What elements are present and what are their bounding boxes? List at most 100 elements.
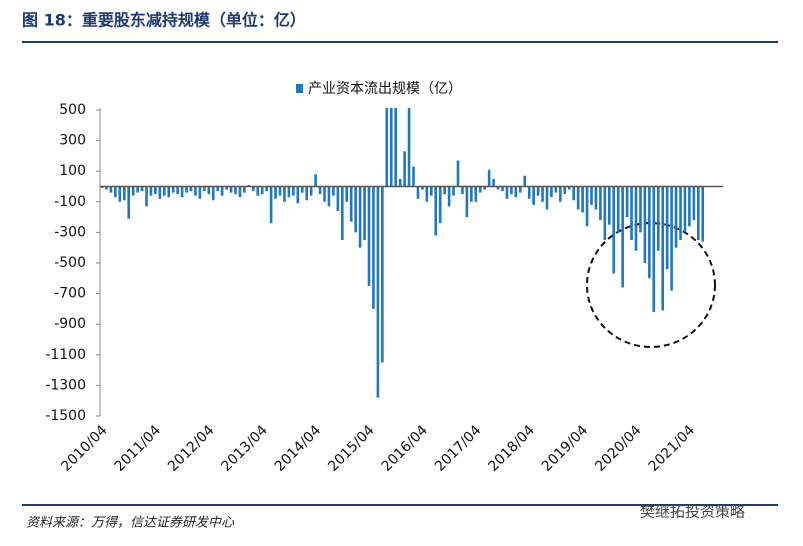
chart-title: 图 18：重要股东减持规模（单位：亿） — [22, 11, 306, 30]
bar — [100, 186, 104, 189]
bar — [701, 186, 705, 242]
bar — [198, 186, 202, 199]
bar — [363, 186, 366, 241]
legend-swatch — [296, 84, 303, 93]
bar — [220, 186, 224, 196]
y-tick-label: -900 — [54, 316, 86, 332]
bar — [211, 186, 215, 201]
x-tick-label: 2018/04 — [485, 422, 538, 475]
bar — [643, 186, 647, 263]
y-tick-label: -700 — [54, 286, 86, 302]
x-tick-label: 2017/04 — [432, 422, 485, 475]
bar — [118, 186, 122, 202]
y-tick-label: -300 — [54, 224, 86, 240]
bar — [447, 186, 451, 207]
bar — [109, 186, 113, 193]
bar — [171, 186, 175, 193]
bar — [430, 186, 433, 196]
x-tick-label: 2021/04 — [646, 422, 699, 475]
bar — [474, 186, 478, 202]
bar — [403, 151, 406, 187]
bar — [194, 186, 197, 196]
bar — [461, 186, 464, 195]
bar — [523, 175, 527, 187]
bar — [563, 186, 567, 195]
bar — [630, 186, 633, 241]
bar — [314, 174, 317, 187]
bar — [274, 186, 277, 199]
bar — [616, 186, 620, 233]
y-tick-label: -100 — [54, 194, 86, 210]
bar — [665, 186, 669, 270]
bars — [100, 108, 705, 398]
y-tick-label: 300 — [59, 133, 86, 149]
bar — [648, 186, 651, 279]
bar — [394, 108, 397, 187]
bar — [634, 186, 638, 251]
bar — [389, 108, 393, 187]
bar — [683, 186, 687, 233]
bar — [505, 186, 509, 199]
highlight-circle — [586, 222, 716, 348]
bar — [412, 166, 415, 187]
bar — [167, 186, 171, 198]
bar — [550, 186, 553, 198]
bar — [296, 186, 300, 204]
bar — [292, 186, 295, 196]
bar — [207, 186, 211, 195]
bar — [336, 186, 340, 211]
bar — [354, 186, 357, 233]
bar — [603, 186, 607, 241]
bar — [679, 186, 682, 241]
bar — [385, 108, 389, 187]
bar — [260, 186, 264, 195]
bar — [398, 178, 402, 187]
bar — [501, 186, 504, 192]
bar — [309, 186, 313, 196]
bar — [452, 186, 455, 196]
bar — [536, 186, 540, 196]
bar — [376, 186, 380, 398]
y-tick-label: 100 — [59, 163, 86, 179]
bar — [318, 186, 322, 195]
bar — [532, 186, 535, 205]
x-tick-label: 2019/04 — [539, 422, 592, 475]
watermark: 樊继拓投资策略 — [640, 503, 745, 521]
y-tick-label: -500 — [54, 255, 86, 271]
bar — [456, 160, 460, 187]
bar — [572, 186, 575, 201]
bar — [145, 186, 148, 207]
x-tick-label: 2010/04 — [58, 422, 111, 475]
bar — [438, 186, 442, 224]
bar — [225, 186, 228, 190]
bar — [697, 186, 700, 241]
bar — [465, 186, 469, 218]
bar — [470, 186, 473, 202]
bar — [519, 186, 522, 193]
bar — [149, 186, 153, 196]
bar — [256, 186, 260, 196]
bar — [265, 186, 268, 192]
bar — [594, 186, 598, 210]
bar — [269, 186, 273, 224]
bar — [425, 186, 429, 202]
x-tick-label: 2016/04 — [379, 422, 432, 475]
bar — [283, 186, 286, 202]
bar — [621, 186, 624, 288]
bar — [599, 186, 602, 221]
bar — [122, 186, 126, 201]
bar — [608, 186, 611, 225]
bar — [372, 186, 375, 309]
x-tick-label: 2011/04 — [112, 422, 165, 475]
bar — [349, 186, 353, 222]
bar — [216, 186, 219, 192]
bar — [287, 186, 291, 198]
bar — [247, 184, 251, 187]
bar — [407, 108, 411, 187]
bar — [341, 186, 344, 241]
bar — [487, 169, 491, 187]
bar — [541, 186, 544, 202]
bar — [163, 186, 166, 196]
bar — [443, 186, 446, 195]
